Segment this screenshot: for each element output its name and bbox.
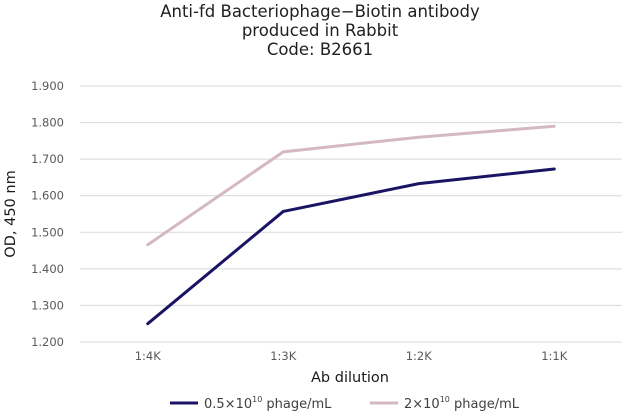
- legend-label-suffix: phage/mL: [262, 397, 332, 412]
- series-line-0: [146, 167, 556, 326]
- legend-label-exponent: 10: [252, 395, 262, 404]
- y-tick-label: 1.600: [31, 189, 64, 203]
- legend-label-0: 0.5×1010 phage/mL: [204, 395, 332, 412]
- x-tick-label: 1:2K: [406, 349, 433, 363]
- y-tick-label: 1.700: [31, 152, 64, 166]
- legend-label-base: 2×10: [404, 397, 440, 412]
- legend-label-base: 0.5×10: [204, 397, 252, 412]
- legend-label-exponent: 10: [440, 395, 450, 404]
- y-axis-ticks: 1.200 1.300 1.400 1.500 1.600 1.700 1.800 1.900: [31, 79, 64, 349]
- chart-title-line-1: Anti-fd Bacteriophage−Biotin antibody: [160, 2, 480, 21]
- series-lines: [146, 124, 556, 326]
- x-tick-label: 1:1K: [541, 349, 568, 363]
- y-tick-label: 1.400: [31, 262, 64, 276]
- chart-title: Anti-fd Bacteriophage−Biotin antibody pr…: [0, 2, 640, 59]
- y-tick-label: 1.300: [31, 298, 64, 312]
- x-tick-label: 1:4K: [135, 349, 162, 363]
- x-axis-ticks: 1:4K 1:3K 1:2K 1:1K: [135, 349, 568, 363]
- x-axis-title: Ab dilution: [311, 370, 389, 386]
- y-axis-title: OD, 450 nm: [3, 170, 19, 257]
- chart-title-line-2: produced in Rabbit: [241, 21, 399, 40]
- x-tick-label: 1:3K: [270, 349, 297, 363]
- gridlines: [80, 85, 622, 343]
- legend: 0.5×1010 phage/mL 2×1010 phage/mL: [170, 395, 520, 412]
- y-tick-label: 1.500: [31, 225, 64, 239]
- y-tick-label: 1.200: [31, 335, 64, 349]
- y-tick-label: 1.800: [31, 116, 64, 130]
- chart-title-line-3: Code: B2661: [266, 40, 374, 59]
- legend-label-suffix: phage/mL: [450, 397, 520, 412]
- y-tick-label: 1.900: [31, 79, 64, 93]
- series-line-1: [146, 124, 556, 247]
- legend-label-1: 2×1010 phage/mL: [404, 395, 520, 412]
